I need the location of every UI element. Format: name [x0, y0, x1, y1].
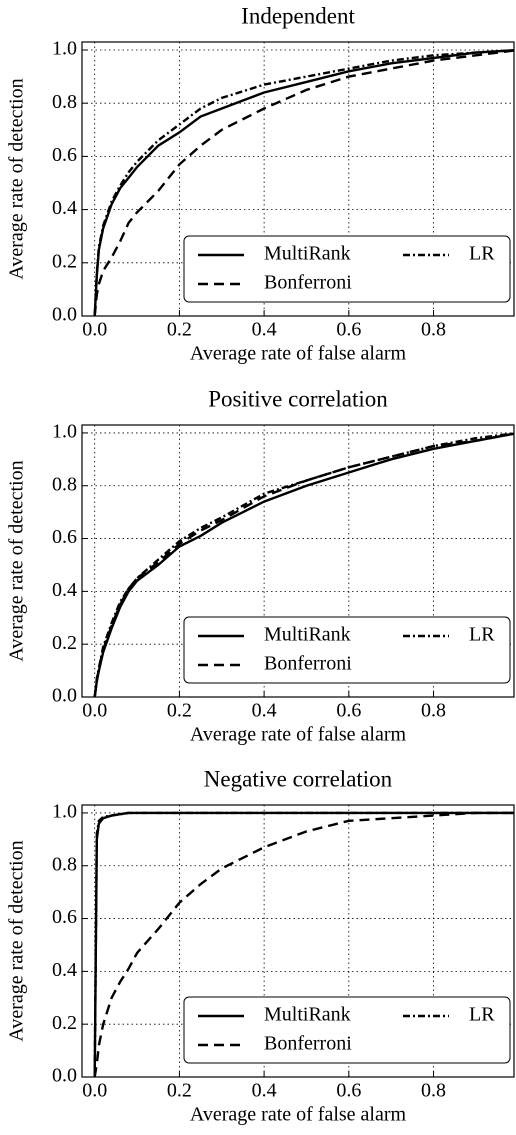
- y-tick-label: 0.6: [52, 906, 77, 928]
- x-tick-label: 0.2: [167, 319, 192, 341]
- y-tick-label: 0.0: [52, 685, 77, 707]
- legend: MultiRank Bonferroni LR: [183, 616, 511, 684]
- legend-label: MultiRank: [264, 243, 351, 265]
- y-tick-label: 0.8: [52, 473, 77, 495]
- y-axis-label: Average rate of detection: [6, 840, 28, 1041]
- x-tick-label: 0.6: [336, 1080, 361, 1102]
- y-tick-label: 0.4: [52, 959, 77, 981]
- x-tick-label: 0.8: [421, 700, 446, 722]
- legend: MultiRank Bonferroni LR: [183, 235, 511, 303]
- y-tick-label: 0.2: [52, 1012, 77, 1034]
- y-axis-label: Average rate of detection: [6, 78, 28, 279]
- y-tick-label: 0.6: [52, 526, 77, 548]
- x-tick-label: 0.0: [82, 1080, 107, 1102]
- x-tick-label: 0.6: [336, 700, 361, 722]
- legend-box: [183, 616, 511, 684]
- y-tick-label: 0.2: [52, 632, 77, 654]
- legend-label: Bonferroni: [264, 272, 352, 294]
- legend-label: MultiRank: [264, 624, 351, 646]
- legend-label: LR: [469, 243, 495, 265]
- x-tick-label: 0.2: [167, 700, 192, 722]
- y-tick-label: 1.0: [52, 421, 77, 443]
- y-tick-label: 0.8: [52, 91, 77, 113]
- axes-frame: [81, 424, 515, 698]
- x-tick-label: 0.0: [82, 319, 107, 341]
- legend-box: [183, 996, 511, 1064]
- chart-title: Positive correlation: [208, 386, 388, 411]
- legend-label: Bonferroni: [264, 653, 352, 675]
- x-tick-label: 0.6: [336, 319, 361, 341]
- axes-frame: [81, 41, 515, 317]
- x-tick-label: 0.0: [82, 700, 107, 722]
- y-axis-label: Average rate of detection: [6, 460, 28, 661]
- legend-box: [183, 235, 511, 303]
- x-axis-label: Average rate of false alarm: [190, 1104, 407, 1126]
- x-tick-label: 0.8: [421, 1080, 446, 1102]
- legend-label: Bonferroni: [264, 1033, 352, 1055]
- y-tick-label: 0.6: [52, 144, 77, 166]
- axes-frame: [81, 804, 515, 1078]
- x-tick-label: 0.8: [421, 319, 446, 341]
- series-line: [93, 811, 514, 1077]
- chart-title: Negative correlation: [204, 766, 393, 791]
- y-tick-label: 0.0: [52, 304, 77, 326]
- y-tick-label: 0.8: [52, 853, 77, 875]
- series-line: [93, 432, 514, 697]
- x-tick-label: 0.2: [167, 1080, 192, 1102]
- y-tick-label: 0.2: [52, 250, 77, 272]
- legend-label: LR: [469, 1004, 495, 1026]
- series-line: [93, 811, 514, 1077]
- series-line: [93, 49, 514, 316]
- y-tick-label: 0.4: [52, 197, 77, 219]
- panel: Positive correlation 0.0 0.2 0.4 0.6 0.8 1.0 0.…: [6, 386, 515, 746]
- y-tick-label: 0.4: [52, 579, 77, 601]
- x-axis-label: Average rate of false alarm: [190, 343, 407, 365]
- x-tick-label: 0.4: [252, 319, 277, 341]
- y-tick-label: 0.0: [52, 1065, 77, 1087]
- panel: Negative correlation 0.0 0.2 0.4 0.6 0.8 1.0 0.…: [6, 766, 515, 1126]
- legend-label: MultiRank: [264, 1004, 351, 1026]
- series-line: [93, 49, 514, 316]
- x-tick-label: 0.4: [252, 700, 277, 722]
- panel: Independent 0.0 0.2 0.4 0.6 0.8 1.0 0.0 0.2 0.4 0.…: [6, 3, 515, 365]
- x-axis-label: Average rate of false alarm: [190, 724, 407, 746]
- y-tick-label: 1.0: [52, 801, 77, 823]
- series-line: [93, 49, 514, 316]
- legend: MultiRank Bonferroni LR: [183, 996, 511, 1064]
- legend-label: LR: [469, 624, 495, 646]
- y-tick-label: 1.0: [52, 38, 77, 60]
- chart-title: Independent: [241, 3, 355, 28]
- x-tick-label: 0.4: [252, 1080, 277, 1102]
